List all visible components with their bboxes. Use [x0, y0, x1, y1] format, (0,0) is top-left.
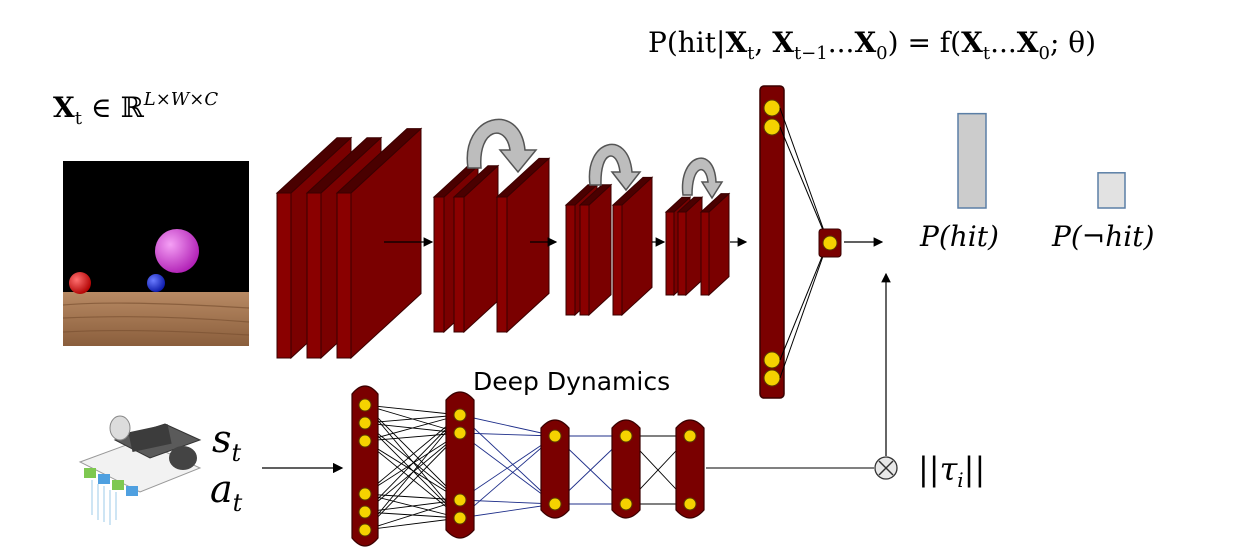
dynamics-layer-1 [351, 385, 379, 547]
dynamics-layer-3 [540, 419, 570, 519]
norm-label: ||τi|| [918, 450, 985, 492]
label-p-not-hit: P(¬hit) [1051, 220, 1154, 253]
multiply-circle-icon [874, 456, 898, 480]
pink-ball [155, 229, 199, 273]
conv-block-2-layer-3 [495, 157, 551, 334]
dense-layer [759, 85, 785, 399]
output-bars [957, 112, 1126, 209]
conv-block-4-layer-3 [699, 192, 731, 297]
bar-hit [957, 112, 987, 209]
dynamics-edges [364, 404, 691, 531]
svg-text:Xt ∈ ℝL×W×C: Xt ∈ ℝL×W×C [53, 89, 218, 129]
input-label: Xt ∈ ℝL×W×C [53, 89, 218, 129]
state-label: st [212, 417, 242, 467]
recurrent-arrows [466, 118, 724, 200]
deep-dynamics-label: Deep Dynamics [473, 367, 670, 396]
bar-not-hit [1097, 172, 1126, 209]
label-p-hit: P(hit) [919, 220, 999, 253]
red-ball [69, 272, 91, 294]
conv-block-2-layer-2 [452, 164, 500, 334]
conv-block-3-layer-2 [578, 183, 613, 317]
action-label: at [210, 467, 243, 517]
dynamics-layers [351, 385, 705, 547]
dynamics-layer-4 [611, 419, 641, 519]
input-frame-image [62, 161, 250, 346]
recurrent-arrow-2 [588, 143, 642, 192]
conv-block-3-layer-3 [611, 176, 654, 317]
svg-text:P(hit|Xt, Xt−1...X0) = f(Xt...: P(hit|Xt, Xt−1...X0) = f(Xt...X0; θ) [648, 26, 1096, 64]
conv-block-4-layer-2 [676, 196, 704, 297]
conv-layers [275, 127, 731, 360]
dynamics-layer-2 [445, 391, 475, 539]
robot-car-icon [78, 415, 202, 525]
conv-block-1-layer-3 [335, 127, 423, 360]
probability-formula: P(hit|Xt, Xt−1...X0) = f(Xt...X0; θ) [648, 26, 1096, 64]
dynamics-layer-5 [675, 419, 705, 519]
dense-to-output-edges [779, 107, 829, 379]
recurrent-arrow-3 [681, 157, 724, 200]
blue-ball [147, 274, 165, 292]
output-node [818, 228, 842, 258]
recurrent-arrow-1 [466, 118, 538, 174]
